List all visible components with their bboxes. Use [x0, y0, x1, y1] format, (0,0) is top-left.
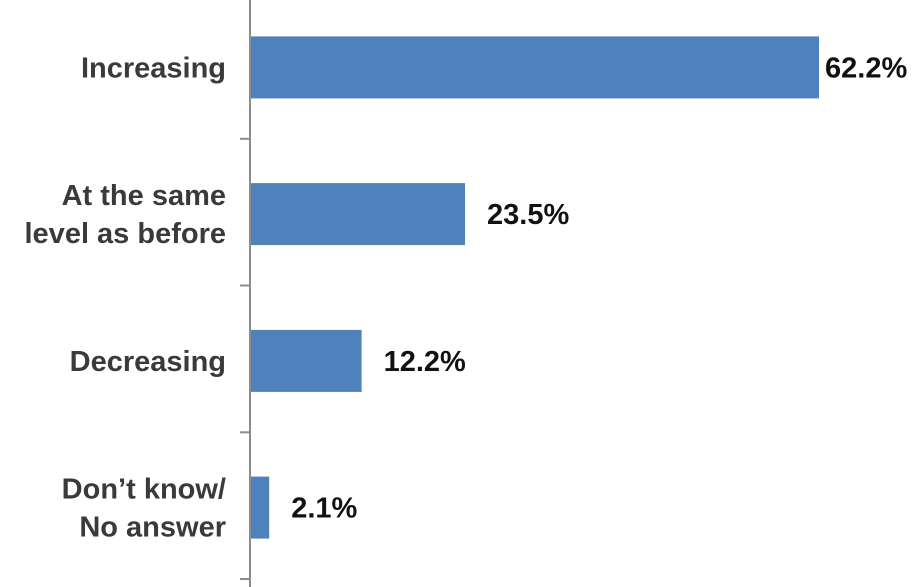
bars-group — [250, 36, 819, 539]
category-label-1-line-1: level as before — [25, 218, 227, 250]
category-axis — [240, 0, 251, 587]
category-label-1-line-0: At the same — [62, 180, 226, 212]
value-labels-group: 62.2% 23.5% 12.2% 2.1% — [291, 52, 907, 524]
category-label-3-line-1: No answer — [79, 512, 226, 544]
value-label-0: 62.2% — [825, 52, 907, 84]
value-label-2: 12.2% — [384, 346, 466, 378]
bar-0 — [250, 36, 819, 99]
category-label-2-line-0: Decreasing — [70, 346, 226, 378]
category-label-3-line-0: Don’t know/ — [62, 474, 226, 506]
category-label-0-line-0: Increasing — [81, 52, 226, 84]
bar-3 — [250, 476, 270, 539]
category-labels-group: Increasing At the same level as before Decr… — [25, 52, 227, 543]
bar-2 — [250, 329, 362, 392]
value-label-1: 23.5% — [487, 199, 569, 231]
bar-1 — [250, 183, 465, 246]
value-label-3: 2.1% — [291, 493, 357, 525]
